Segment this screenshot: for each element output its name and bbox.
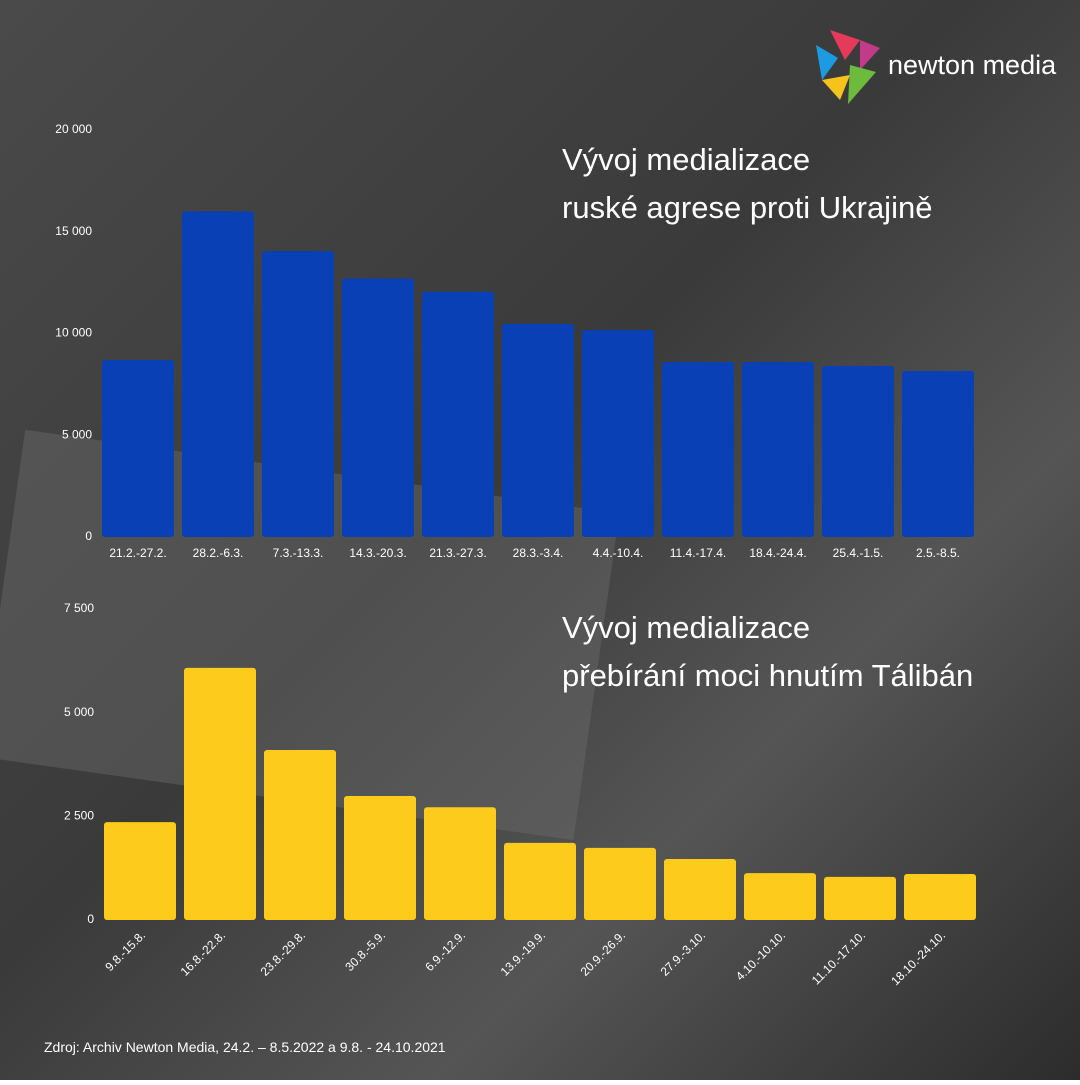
bar	[902, 370, 974, 537]
y-tick-label: 10 000	[55, 326, 92, 340]
bar	[342, 278, 414, 537]
bar	[664, 859, 736, 920]
bar	[742, 361, 814, 537]
chart-title: přebírání moci hnutím Tálibán	[562, 658, 973, 693]
x-tick-label: 21.2.-27.2.	[109, 546, 166, 560]
chart-title: Vývoj medializace	[562, 142, 810, 177]
bar	[502, 323, 574, 537]
x-tick-label: 11.4.-17.4.	[670, 546, 726, 560]
bar	[582, 330, 654, 537]
bar	[184, 667, 256, 920]
bar	[822, 366, 894, 537]
bar	[182, 211, 254, 537]
y-tick-label: 0	[85, 529, 92, 543]
bar	[662, 361, 734, 537]
bar	[424, 807, 496, 920]
bar	[824, 876, 896, 920]
x-tick-label: 28.2.-6.3.	[193, 546, 244, 560]
y-tick-label: 15 000	[55, 224, 92, 238]
bar	[744, 873, 816, 920]
x-tick-label: 28.3.-3.4.	[513, 546, 564, 560]
source-note: Zdroj: Archiv Newton Media, 24.2. – 8.5.…	[44, 1039, 446, 1055]
chart-title: Vývoj medializace	[562, 610, 810, 645]
bar	[102, 359, 174, 537]
x-tick-label: 21.3.-27.3.	[429, 546, 486, 560]
y-tick-label: 5 000	[62, 427, 92, 441]
bar	[504, 842, 576, 920]
x-tick-label: 25.4.-1.5.	[833, 546, 884, 560]
bar	[904, 873, 976, 920]
bar	[584, 847, 656, 920]
y-tick-label: 20 000	[55, 122, 92, 136]
bar	[344, 796, 416, 920]
logo-text: newton media	[888, 50, 1057, 80]
x-tick-label: 7.3.-13.3.	[273, 546, 324, 560]
bar	[262, 251, 334, 537]
bar	[264, 749, 336, 920]
y-tick-label: 5 000	[64, 705, 94, 719]
y-tick-label: 7 500	[64, 601, 94, 615]
x-tick-label: 18.4.-24.4.	[749, 546, 806, 560]
x-tick-label: 14.3.-20.3.	[349, 546, 406, 560]
y-tick-label: 0	[87, 912, 94, 926]
y-tick-label: 2 500	[64, 809, 94, 823]
bar	[104, 822, 176, 920]
x-tick-label: 2.5.-8.5.	[916, 546, 960, 560]
logo-icon	[816, 30, 880, 104]
x-tick-label: 4.4.-10.4.	[593, 546, 644, 560]
bar	[422, 291, 494, 537]
chart-title: ruské agrese proti Ukrajině	[562, 190, 932, 225]
